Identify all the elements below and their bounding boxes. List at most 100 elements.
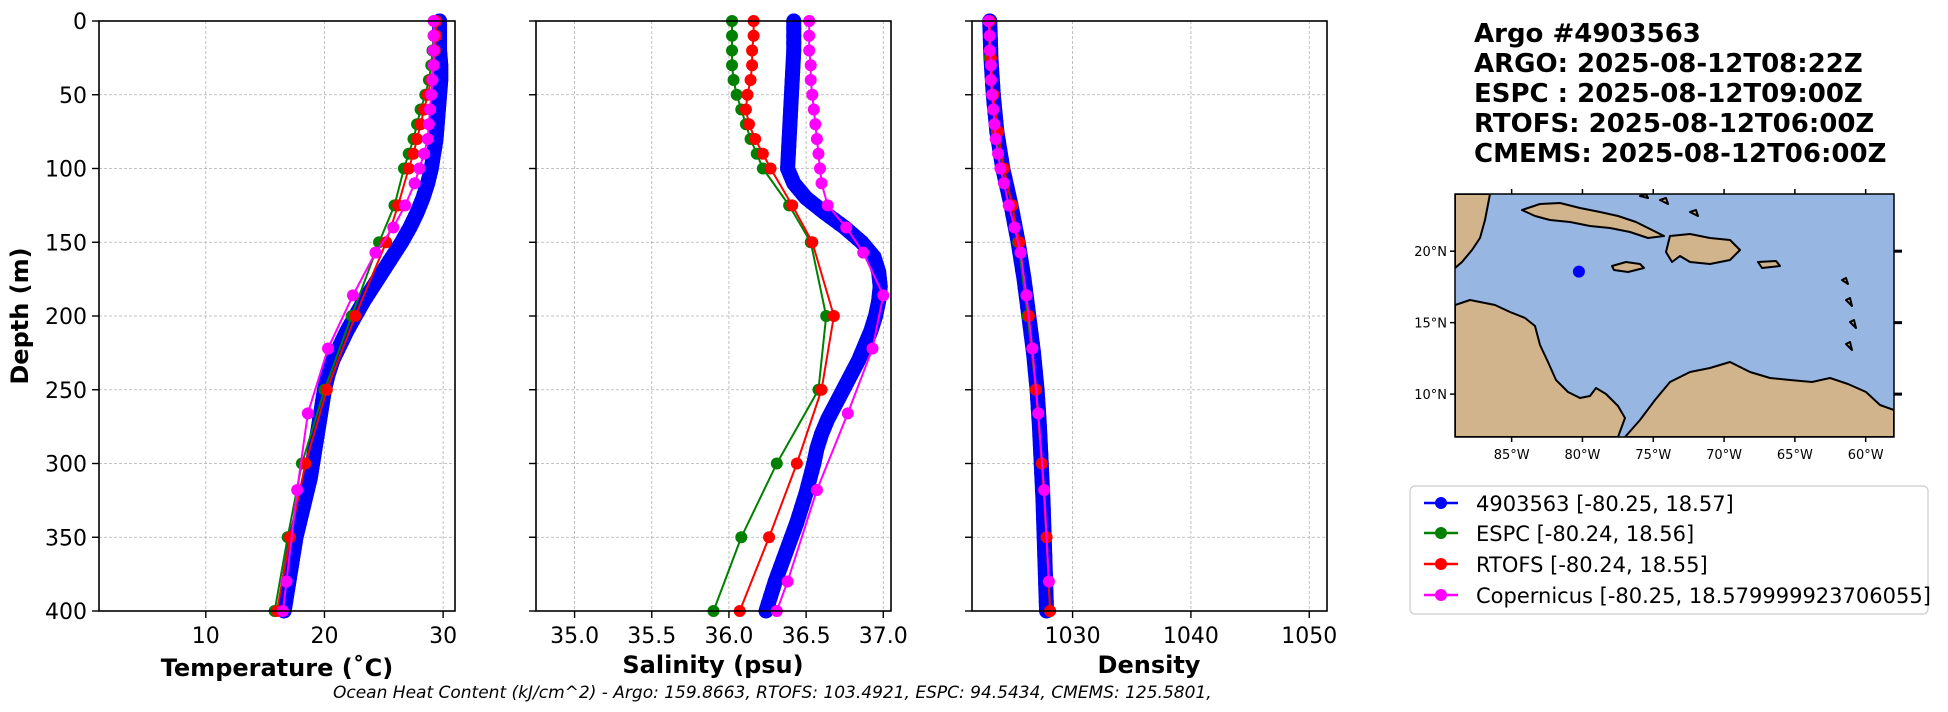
salinity-point-copernicus [810,484,823,497]
salinity-point-rtofs [747,29,760,42]
land-central-america-south [1455,299,1626,437]
salinity-point-rtofs [806,236,819,249]
depth-y-label: Depth (m) [6,247,34,384]
density-point-copernicus [987,103,1000,116]
location-map: 85°W 80°W 75°W 70°W 65°W 60°W 20°N 15°N 10°N [1414,189,1902,463]
salinity-point-copernicus [809,118,822,131]
depth-tick-label: 350 [45,526,87,551]
salinity-point-espc [735,531,748,544]
salinity-point-rtofs [790,457,803,470]
legend-label-argo: 4903563 [-80.25, 18.57] [1476,492,1734,516]
title-line-argo-id: Argo #4903563 [1474,19,1701,49]
salinity-point-copernicus [804,59,817,72]
title-line-rtofs-time: RTOFS: 2025-08-12T06:00Z [1474,109,1874,139]
map-lon-tick-label: 65°W [1777,448,1813,463]
temperature-point-copernicus [427,44,440,57]
salinity-xtick-label: 35.5 [627,624,676,649]
depth-tick-label: 300 [45,453,87,478]
map-ticks: 85°W 80°W 75°W 70°W 65°W 60°W 20°N 15°N 10°N [1414,189,1902,463]
legend-entry-rtofs: RTOFS [-80.24, 18.55] [1424,553,1708,577]
density-point-copernicus [1014,246,1027,259]
legend-entry-argo: 4903563 [-80.25, 18.57] [1424,492,1734,516]
legend-box [1409,485,1929,615]
temperature-point-rtofs [320,383,333,396]
ocean-heat-content-footer: Ocean Heat Content (kJ/cm^2) - Argo: 159… [333,683,1212,703]
temperature-xtick-label: 30 [429,624,457,649]
density-point-copernicus [1038,484,1051,497]
density-point-copernicus [986,88,999,101]
legend-marker-rtofs [1435,558,1447,570]
temperature-point-copernicus [369,246,382,259]
salinity-point-espc [770,457,783,470]
salinity-point-rtofs [756,147,769,160]
map-frame [1454,193,1895,438]
salinity-point-copernicus [877,289,890,302]
temperature-point-rtofs [284,531,297,544]
salinity-point-rtofs [764,162,777,175]
density-point-copernicus [983,29,996,42]
salinity-point-copernicus [821,199,834,212]
salinity-xtick-label: 35.0 [550,624,599,649]
salinity-point-rtofs [746,44,759,57]
salinity-panel: 35.0 35.5 36.0 36.5 37.0 Salinity (psu) [529,13,908,679]
depth-tick-label: 0 [73,10,87,35]
legend-marker-copernicus [1435,589,1447,601]
density-point-copernicus [983,44,996,57]
salinity-point-rtofs [746,59,759,72]
temperature-point-copernicus [280,575,293,588]
salinity-point-rtofs [744,74,757,86]
density-point-copernicus [1020,289,1033,302]
salinity-point-copernicus [807,103,820,116]
salinity-point-copernicus [814,162,826,175]
temperature-point-copernicus [413,162,426,175]
land-central-america [1455,194,1491,269]
title-line-espc-time: ESPC : 2025-08-12T09:00Z [1474,79,1863,109]
density-point-copernicus [992,147,1005,160]
temperature-point-copernicus [322,342,335,355]
legend-entry-espc: ESPC [-80.24, 18.56] [1424,522,1694,546]
depth-tick-label: 200 [45,305,87,330]
density-point-copernicus [994,162,1007,175]
land-bahamas [1639,194,1699,217]
salinity-point-espc [726,44,739,57]
salinity-xtick-label: 36.0 [704,624,753,649]
density-xtick-label: 1030 [1045,624,1101,649]
density-xtick-label: 1050 [1281,624,1337,649]
title-line-cmems-time: CMEMS: 2025-08-12T06:00Z [1474,139,1886,169]
legend-marker-argo [1435,497,1447,509]
salinity-point-copernicus [803,44,816,57]
salinity-point-copernicus [803,29,816,42]
salinity-point-espc [730,88,743,101]
temperature-point-copernicus [346,289,359,302]
depth-tick-label: 50 [59,84,87,109]
map-lat-tick-label: 15°N [1414,317,1447,332]
salinity-point-copernicus [866,342,879,355]
map-lon-tick-label: 80°W [1564,448,1600,463]
map-land [1455,194,1894,437]
temperature-point-rtofs [411,133,424,145]
salinity-point-copernicus [841,407,854,420]
temperature-point-copernicus [422,118,435,131]
density-point-copernicus [997,177,1010,190]
temperature-point-rtofs [414,118,427,131]
density-point-copernicus [1026,342,1039,355]
depth-tick-label: 400 [45,600,87,625]
depth-tick-label: 150 [45,231,87,256]
salinity-point-rtofs [749,133,762,145]
temperature-point-copernicus [291,484,304,497]
salinity-point-rtofs [741,88,754,101]
map-lat-tick-label: 10°N [1414,388,1447,403]
float-location-marker [1572,265,1585,278]
temperature-point-rtofs [407,147,420,160]
salinity-x-label: Salinity (psu) [622,651,803,679]
density-point-copernicus [984,74,997,86]
temperature-panel: 0 50 100 150 200 250 300 350 400 10 20 30 Temperatu… [6,10,457,682]
temperature-point-rtofs [402,162,415,175]
salinity-point-copernicus [810,133,823,145]
density-point-rtofs [1013,236,1026,249]
temperature-point-copernicus [301,407,314,420]
density-point-copernicus [1008,221,1021,234]
salinity-point-copernicus [804,74,817,86]
density-panel: 1030 1040 1050 Density [965,13,1337,679]
temperature-point-copernicus [408,177,421,190]
